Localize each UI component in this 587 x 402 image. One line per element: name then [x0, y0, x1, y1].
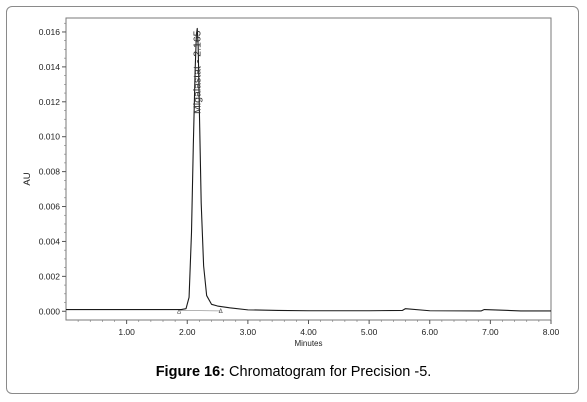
y-tick-label: 0.014: [39, 62, 61, 72]
x-axis-label: Minutes: [294, 339, 322, 348]
baseline-end-marker: Δ: [219, 308, 224, 315]
y-axis-label: AU: [22, 172, 33, 185]
x-tick-label: 1.00: [118, 327, 135, 337]
x-tick-label: 8.00: [543, 327, 560, 337]
integration-baseline: [179, 310, 221, 312]
x-tick-label: 2.00: [179, 327, 196, 337]
figure-frame: [6, 6, 579, 394]
y-tick-label: 0.004: [39, 236, 61, 246]
chromatogram-trace: [66, 27, 551, 312]
y-tick-label: 0.016: [39, 27, 61, 37]
chart-axes: [65, 17, 552, 321]
chart-ticks: 1.00 2.00 3.00 4.00 5.00 6.00 7.00 8.00 0.000 0.0…: [39, 22, 560, 337]
y-tick-label: 0.012: [39, 97, 61, 107]
y-tick-label: 0.000: [39, 306, 61, 316]
caption-text: Chromatogram for Precision -5.: [225, 364, 432, 380]
y-tick-label: 0.002: [39, 271, 61, 281]
y-tick-label: 0.006: [39, 202, 61, 212]
baseline-start-marker: Δ: [177, 308, 182, 315]
x-tick-label: 7.00: [482, 327, 499, 337]
x-tick-label: 3.00: [240, 327, 257, 337]
plot-area-border: [65, 17, 552, 321]
chart-labels: Minutes AU Migalastat - 2.165: [22, 30, 323, 348]
figure-caption: Figure 16: Chromatogram for Precision -5…: [0, 364, 587, 380]
x-tick-label: 4.00: [300, 327, 317, 337]
peak-annotation: Migalastat - 2.165: [191, 30, 203, 114]
x-tick-label: 6.00: [421, 327, 438, 337]
y-tick-label: 0.008: [39, 167, 61, 177]
caption-label: Figure 16:: [155, 364, 225, 380]
x-tick-label: 5.00: [361, 327, 378, 337]
y-tick-label: 0.010: [39, 132, 61, 142]
